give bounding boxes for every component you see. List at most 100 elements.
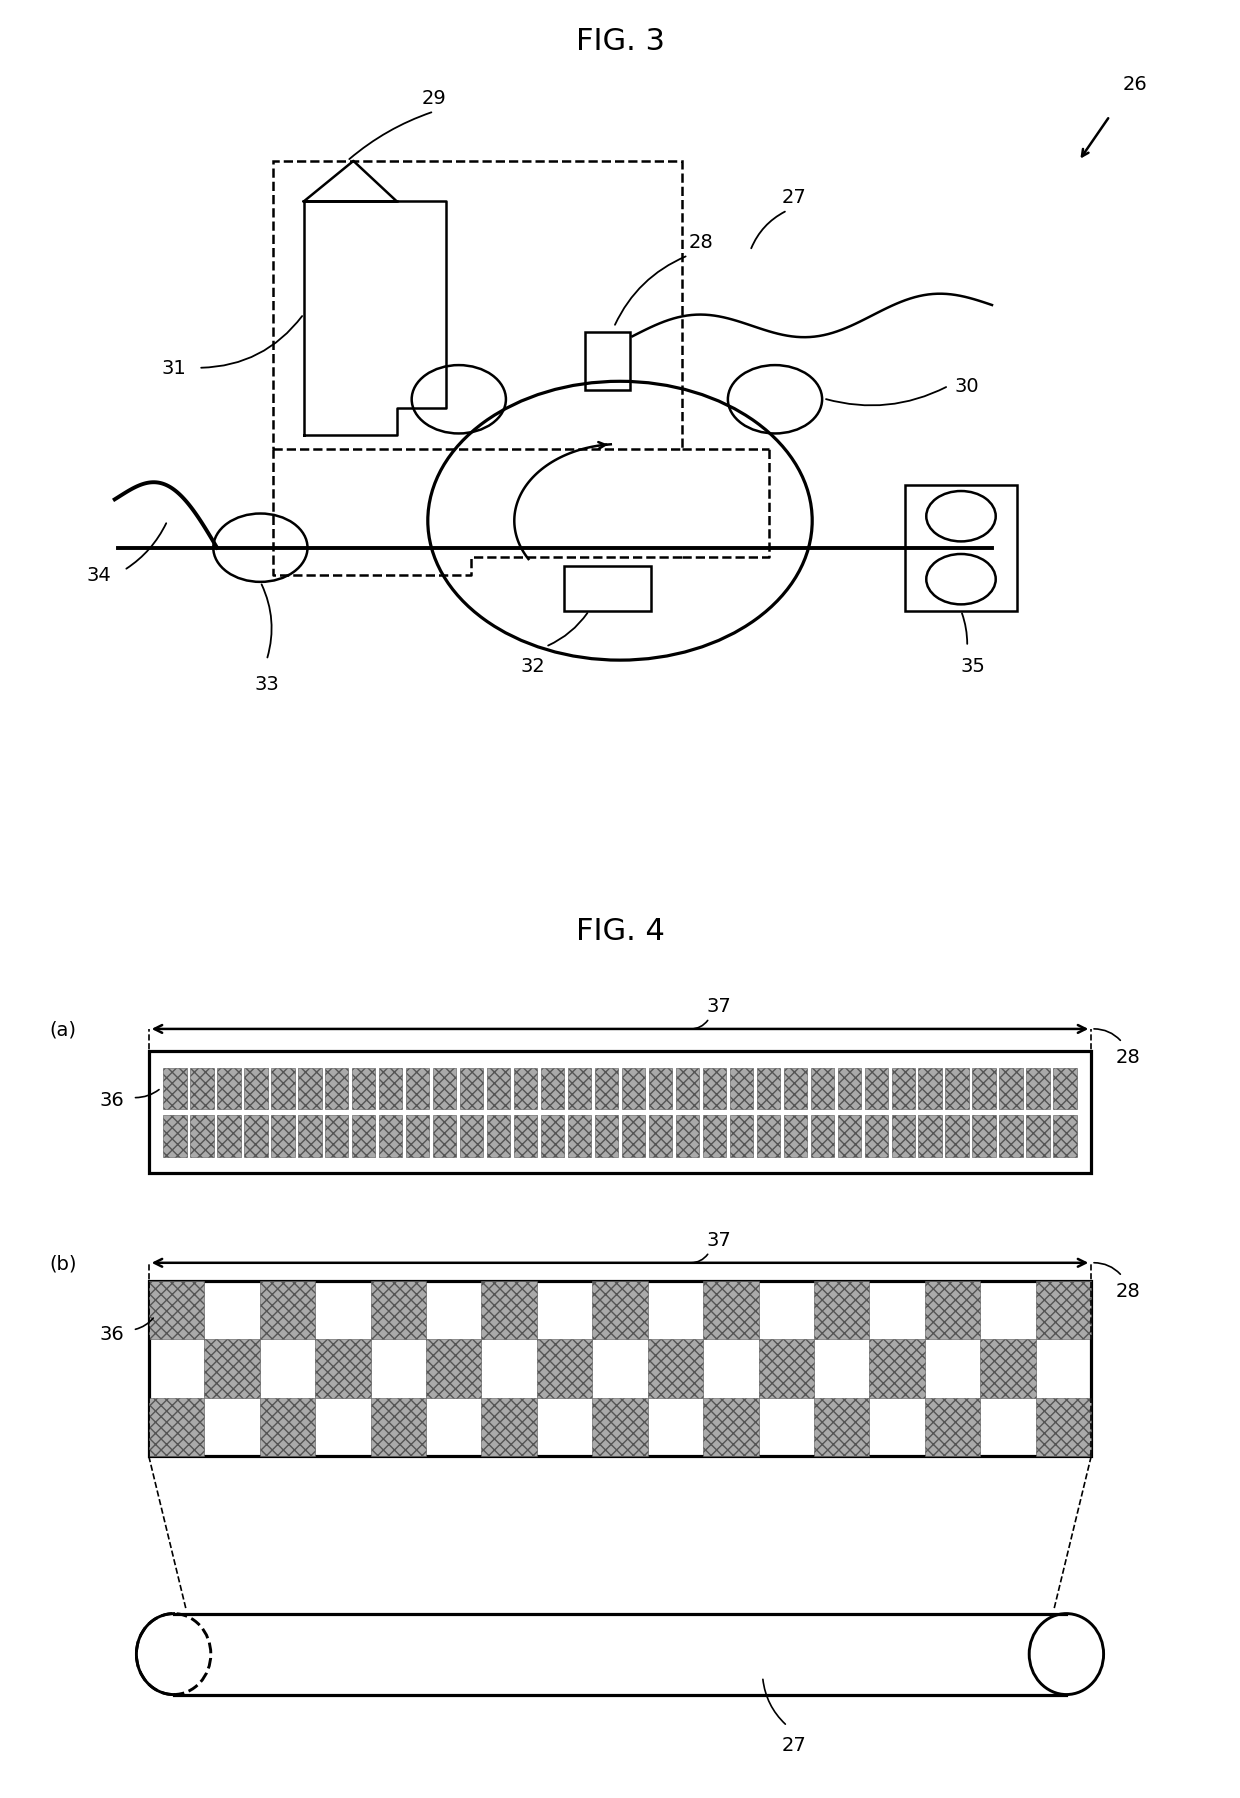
Bar bbox=[869, 1340, 925, 1399]
Bar bbox=[585, 333, 630, 392]
Bar bbox=[649, 1115, 672, 1156]
Bar bbox=[325, 1115, 348, 1156]
Bar bbox=[259, 1280, 315, 1340]
Bar bbox=[270, 1115, 295, 1156]
Bar bbox=[433, 1115, 456, 1156]
Bar bbox=[149, 1280, 205, 1340]
Bar bbox=[999, 1115, 1023, 1156]
Bar bbox=[537, 1340, 593, 1399]
Bar bbox=[756, 1068, 780, 1109]
Bar bbox=[1027, 1115, 1050, 1156]
Bar bbox=[273, 162, 682, 450]
Text: FIG. 4: FIG. 4 bbox=[575, 917, 665, 946]
Bar bbox=[433, 1068, 456, 1109]
Bar bbox=[244, 1068, 268, 1109]
Bar bbox=[352, 1068, 376, 1109]
Bar bbox=[298, 1115, 321, 1156]
Bar bbox=[703, 1115, 727, 1156]
Bar bbox=[541, 1115, 564, 1156]
Bar bbox=[919, 1115, 942, 1156]
Bar bbox=[864, 1115, 888, 1156]
Bar bbox=[925, 1399, 981, 1456]
Bar bbox=[784, 1068, 807, 1109]
Bar bbox=[811, 1068, 835, 1109]
Bar bbox=[972, 1115, 996, 1156]
Bar bbox=[1035, 1280, 1091, 1340]
Bar bbox=[568, 1115, 591, 1156]
Bar bbox=[270, 1068, 295, 1109]
Bar bbox=[593, 1280, 647, 1340]
Bar bbox=[981, 1340, 1035, 1399]
Text: 31: 31 bbox=[161, 360, 186, 378]
Bar bbox=[1054, 1068, 1078, 1109]
Bar bbox=[595, 1068, 619, 1109]
Bar bbox=[149, 1052, 1091, 1172]
Bar bbox=[149, 1280, 1091, 1456]
Text: 36: 36 bbox=[99, 1091, 124, 1109]
Bar bbox=[729, 1068, 754, 1109]
Text: (a): (a) bbox=[50, 1019, 77, 1039]
Bar bbox=[1035, 1399, 1091, 1456]
Text: 28: 28 bbox=[688, 232, 713, 252]
Text: 30: 30 bbox=[955, 378, 980, 396]
Bar bbox=[703, 1068, 727, 1109]
Text: 28: 28 bbox=[1116, 1046, 1141, 1066]
Bar bbox=[905, 485, 1017, 611]
Bar bbox=[486, 1068, 511, 1109]
Bar bbox=[190, 1068, 213, 1109]
Bar bbox=[162, 1115, 186, 1156]
Bar bbox=[756, 1115, 780, 1156]
Text: 36: 36 bbox=[99, 1323, 124, 1343]
Bar bbox=[676, 1068, 699, 1109]
Bar bbox=[813, 1280, 869, 1340]
Bar bbox=[676, 1115, 699, 1156]
Text: 33: 33 bbox=[254, 674, 279, 694]
Bar bbox=[972, 1068, 996, 1109]
Bar bbox=[649, 1068, 672, 1109]
Bar bbox=[325, 1068, 348, 1109]
Text: 28: 28 bbox=[1116, 1280, 1141, 1300]
Bar bbox=[837, 1068, 862, 1109]
Bar bbox=[568, 1068, 591, 1109]
Bar bbox=[864, 1068, 888, 1109]
Text: (b): (b) bbox=[50, 1253, 77, 1273]
Text: 27: 27 bbox=[781, 1735, 806, 1755]
Bar bbox=[729, 1115, 754, 1156]
Bar bbox=[217, 1068, 241, 1109]
Bar bbox=[541, 1068, 564, 1109]
Bar bbox=[647, 1340, 703, 1399]
Bar bbox=[945, 1068, 970, 1109]
Bar bbox=[564, 566, 651, 611]
Text: 26: 26 bbox=[1122, 76, 1147, 93]
Text: 37: 37 bbox=[707, 996, 732, 1016]
Bar bbox=[919, 1068, 942, 1109]
Bar bbox=[244, 1115, 268, 1156]
Bar bbox=[259, 1399, 315, 1456]
Text: 37: 37 bbox=[707, 1230, 732, 1250]
Bar bbox=[621, 1115, 645, 1156]
Bar bbox=[1027, 1068, 1050, 1109]
Bar bbox=[703, 1399, 759, 1456]
Bar bbox=[595, 1115, 619, 1156]
Bar bbox=[371, 1399, 427, 1456]
Bar bbox=[371, 1280, 427, 1340]
Bar bbox=[405, 1115, 429, 1156]
Bar bbox=[621, 1068, 645, 1109]
Bar bbox=[460, 1068, 484, 1109]
Bar bbox=[811, 1115, 835, 1156]
Text: 35: 35 bbox=[961, 656, 986, 676]
Bar bbox=[298, 1068, 321, 1109]
Bar bbox=[925, 1280, 981, 1340]
Bar bbox=[593, 1399, 647, 1456]
Bar bbox=[427, 1340, 481, 1399]
Bar bbox=[205, 1340, 259, 1399]
Bar bbox=[149, 1399, 205, 1456]
Bar bbox=[486, 1115, 511, 1156]
Text: 29: 29 bbox=[422, 88, 446, 108]
Bar bbox=[999, 1068, 1023, 1109]
Bar bbox=[892, 1068, 915, 1109]
Text: FIG. 3: FIG. 3 bbox=[575, 27, 665, 56]
Bar bbox=[315, 1340, 371, 1399]
Bar bbox=[703, 1280, 759, 1340]
Bar bbox=[352, 1115, 376, 1156]
